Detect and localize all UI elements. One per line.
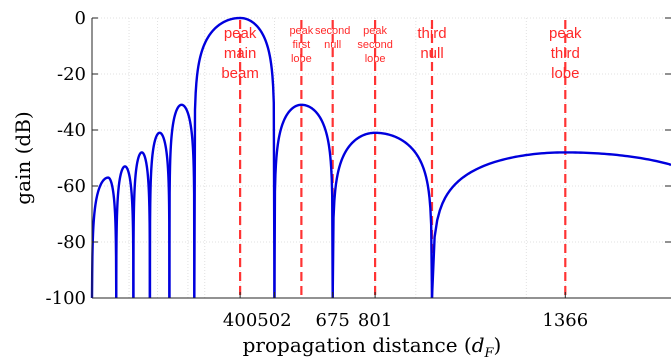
x-tick-label: 400 bbox=[223, 310, 257, 331]
y-tick-label: 0 bbox=[75, 8, 86, 29]
annotation-label: peak third lobe bbox=[549, 25, 582, 82]
annotation-line: third bbox=[417, 25, 446, 42]
curve-lobe bbox=[193, 16, 276, 299]
annotation-label: third null bbox=[417, 25, 446, 62]
curve-lobe bbox=[331, 131, 434, 299]
annotation-label: peak first lobe bbox=[289, 25, 313, 65]
annotation-line: lobe bbox=[365, 53, 386, 65]
annotation-line: peak bbox=[363, 25, 387, 37]
gain-curve bbox=[90, 16, 671, 299]
annotation-line: peak bbox=[289, 25, 313, 37]
x-axis-title-close: ) bbox=[494, 333, 502, 357]
y-axis-title: gain (dB) bbox=[11, 111, 35, 204]
x-axis-title-var: d bbox=[472, 333, 485, 357]
x-axis-title-sub: F bbox=[484, 346, 495, 360]
x-tick-label: 502 bbox=[257, 310, 291, 331]
annotation-line: peak bbox=[549, 25, 582, 42]
annotation-label: peak main beam bbox=[221, 25, 259, 82]
x-axis-title-text: propagation distance ( bbox=[243, 333, 472, 357]
axes bbox=[91, 17, 671, 299]
y-tick-label: -60 bbox=[57, 176, 86, 197]
x-tick-label: 801 bbox=[358, 310, 392, 331]
y-tick-labels: 0 -20 -40 -60 -80 -100 bbox=[46, 8, 86, 309]
curve-lobe bbox=[115, 165, 135, 299]
y-tick-label: -40 bbox=[57, 120, 86, 141]
plot-area bbox=[92, 18, 671, 298]
annotation-label: peak second lobe bbox=[357, 25, 392, 65]
annotation-label: second null bbox=[315, 25, 350, 51]
y-tick-label: -20 bbox=[57, 64, 86, 85]
annotation-line: null bbox=[324, 39, 341, 51]
curve-lobe bbox=[148, 131, 171, 299]
y-tick-label: -100 bbox=[46, 288, 86, 309]
curve-lobe bbox=[168, 103, 196, 299]
annotation-line: beam bbox=[221, 65, 259, 82]
annotation-line: lobe bbox=[551, 65, 579, 82]
x-tick-label: 1366 bbox=[542, 310, 588, 331]
x-axis-title: propagation distance (dF) bbox=[243, 333, 502, 360]
annotation-line: second bbox=[315, 25, 350, 37]
annotation-line: third bbox=[551, 45, 580, 62]
annotation-line: peak bbox=[224, 25, 257, 42]
curve-lobe bbox=[430, 151, 671, 299]
curve-lobe bbox=[132, 151, 152, 299]
annotation-line: second bbox=[357, 39, 392, 51]
curve-lobe bbox=[90, 176, 118, 299]
annotation-line: main bbox=[224, 45, 257, 62]
x-tick-labels: 400 502 675 801 1366 bbox=[223, 310, 588, 331]
annotation-line: first bbox=[293, 39, 311, 51]
y-tick-label: -80 bbox=[57, 232, 86, 253]
curve-lobe bbox=[273, 103, 334, 299]
annotation-line: null bbox=[420, 45, 443, 62]
x-tick-label: 675 bbox=[316, 310, 350, 331]
annotation-line: lobe bbox=[291, 53, 312, 65]
